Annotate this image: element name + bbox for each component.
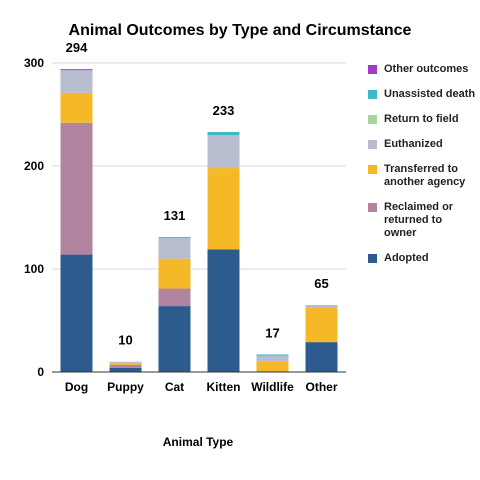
bar-segment-cat-5 — [158, 237, 191, 239]
bar-segment-wildlife-5 — [256, 354, 289, 356]
bar-total-label: 233 — [213, 103, 235, 118]
bar-segment-other-0 — [305, 342, 338, 372]
bar-segment-dog-1 — [60, 122, 93, 255]
legend-item: Euthanized — [368, 138, 476, 151]
legend-label: Unassisted death — [384, 88, 476, 100]
x-axis-ticks: Dog Puppy Cat Kitten Wildlife Other — [65, 380, 338, 394]
legend-swatch — [368, 65, 377, 74]
bar-segment-kitten-0 — [207, 249, 240, 372]
legend-label: Transferred to another agency — [384, 163, 466, 188]
bar-total-label: 17 — [265, 325, 279, 340]
bar-total-label: 294 — [66, 40, 88, 55]
bar-segment-cat-0 — [158, 306, 191, 372]
legend-swatch — [368, 115, 377, 124]
bar-segment-cat-2 — [158, 258, 191, 289]
bar-segment-other-2 — [305, 307, 338, 343]
x-tick-label: Other — [305, 380, 337, 394]
legend: Other outcomes Unassisted death Return to … — [368, 63, 476, 277]
bar-segment-kitten-2 — [207, 168, 240, 250]
bar-segment-puppy-1 — [109, 364, 142, 368]
legend-item: Transferred to another agency — [368, 163, 476, 189]
bar-segment-dog-2 — [60, 92, 93, 123]
chart-title: Animal Outcomes by Type and Circumstance — [68, 22, 412, 39]
bar-total-label: 10 — [118, 333, 132, 348]
x-tick-label: Cat — [165, 380, 184, 394]
bar-segment-puppy-3 — [109, 361, 142, 363]
bar-total-label: 65 — [314, 276, 328, 291]
bar-segment-cat-1 — [158, 288, 191, 307]
bar-segment-puppy-0 — [109, 367, 142, 372]
bar-segment-dog-3 — [60, 70, 93, 93]
legend-label: Reclaimed or returned to owner — [384, 201, 454, 239]
bar-segment-puppy-2 — [109, 362, 142, 365]
legend-item: Reclaimed or returned to owner — [368, 201, 476, 240]
legend-swatch — [368, 203, 377, 212]
legend-swatch — [368, 165, 377, 174]
gridlines — [52, 62, 346, 270]
x-tick-label: Puppy — [107, 380, 144, 394]
legend-swatch — [368, 90, 377, 99]
bar-segment-wildlife-2 — [256, 361, 289, 372]
bar-segment-kitten-3 — [207, 135, 240, 169]
x-axis-title: Animal Type — [162, 435, 234, 449]
bar-segment-cat-3 — [158, 238, 191, 259]
bar-segment-dog-6 — [60, 69, 93, 71]
legend-label: Adopted — [384, 252, 429, 264]
legend-label: Return to field — [384, 113, 459, 125]
y-tick-label: 300 — [24, 56, 44, 70]
legend-swatch — [368, 140, 377, 149]
x-tick-label: Kitten — [207, 380, 241, 394]
y-axis-ticks: 0 100 200 300 — [24, 56, 44, 379]
bar-segment-kitten-5 — [207, 132, 240, 136]
legend-item: Unassisted death — [368, 88, 476, 101]
y-tick-label: 200 — [24, 159, 44, 173]
y-tick-label: 100 — [24, 262, 44, 276]
legend-label: Euthanized — [384, 138, 443, 150]
bars — [60, 69, 338, 372]
bar-segment-other-3 — [305, 305, 338, 308]
y-tick-label: 0 — [37, 365, 44, 379]
bar-total-label: 131 — [164, 208, 186, 223]
legend-swatch — [368, 254, 377, 263]
bar-segment-dog-0 — [60, 254, 93, 372]
bar-segment-wildlife-3 — [256, 355, 289, 362]
legend-item: Adopted — [368, 252, 476, 265]
x-tick-label: Wildlife — [251, 380, 294, 394]
legend-item: Return to field — [368, 113, 476, 126]
x-tick-label: Dog — [65, 380, 88, 394]
bar-totals: 294 10 131 233 17 65 — [66, 40, 329, 348]
legend-label: Other outcomes — [384, 63, 469, 75]
legend-item: Other outcomes — [368, 63, 476, 76]
